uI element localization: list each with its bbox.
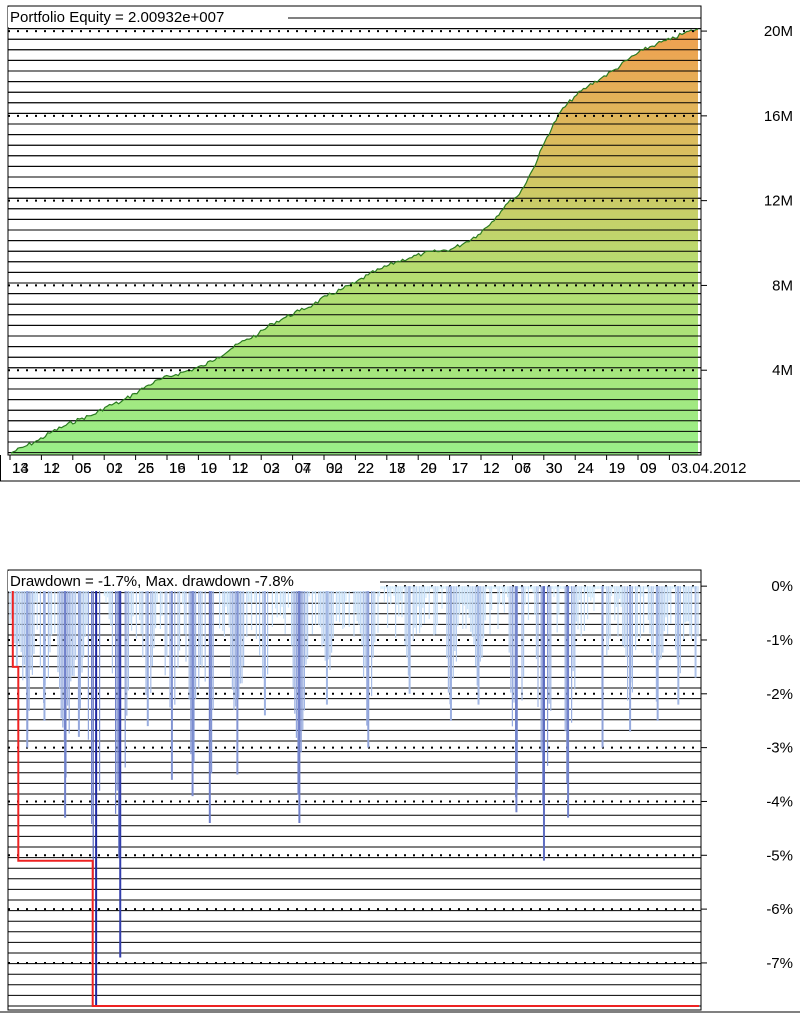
x-tick-label-overlap: 25 bbox=[138, 460, 155, 477]
equity-area bbox=[11, 29, 698, 455]
y-tick-label: 16M bbox=[764, 108, 793, 125]
drawdown-gridlines bbox=[8, 581, 701, 1007]
x-tick-label: 17 bbox=[452, 460, 469, 477]
x-tick-label-overlap: 09 bbox=[640, 460, 657, 477]
y-tick-label: -5% bbox=[766, 847, 793, 864]
equity-title-bg bbox=[8, 7, 288, 27]
x-tick-label: 02 bbox=[106, 460, 123, 477]
x-tick-label-overlap: 11 bbox=[43, 460, 59, 477]
x-tick-label-overlap: 14 bbox=[12, 460, 29, 477]
x-tick-label: 09 bbox=[640, 460, 657, 477]
x-tick-label: 20 bbox=[420, 460, 437, 477]
drawdown-panel: Drawdown = -1.7%, Max. drawdown -7.8% 0%… bbox=[0, 569, 800, 1013]
drawdown-y-axis: 0% -1% -2% -3% -4% -5% -6% -7% bbox=[701, 578, 793, 972]
x-tick-label: 02 bbox=[263, 460, 280, 477]
x-tick-label-overlap: 19 bbox=[609, 460, 626, 477]
y-tick-label: 4M bbox=[772, 362, 793, 379]
x-tick-label: 12 bbox=[232, 460, 249, 477]
y-tick-label: -3% bbox=[766, 740, 793, 757]
drawdown-title: Drawdown = -1.7%, Max. drawdown -7.8% bbox=[10, 573, 294, 590]
y-tick-label: 12M bbox=[764, 193, 793, 210]
x-tick-label: 07 bbox=[295, 460, 312, 477]
x-tick-label: 18 bbox=[389, 460, 406, 477]
x-tick-label-overlap: 19 bbox=[169, 460, 186, 477]
x-tick-label-overlap: 22 bbox=[357, 460, 374, 477]
x-tick-label-overlap: 03 bbox=[263, 460, 280, 477]
x-tick-label: 19 bbox=[609, 460, 626, 477]
equity-major-dotted-lines bbox=[8, 30, 701, 372]
x-tick-label-overlap: 04 bbox=[295, 460, 312, 477]
equity-title: Portfolio Equity = 2.00932e+007 bbox=[10, 9, 224, 26]
x-tick-label-overlap: 24 bbox=[577, 460, 594, 477]
y-tick-label: -1% bbox=[766, 632, 793, 649]
y-tick-label: -6% bbox=[766, 901, 793, 918]
drawdown-title-bg bbox=[8, 571, 380, 591]
equity-panel: Portfolio Equity = 2.00932e+007 4M 8M 12M 1… bbox=[0, 5, 800, 482]
drawdown-plot-frame bbox=[7, 569, 702, 1011]
y-tick-label: 0% bbox=[771, 578, 793, 595]
x-tick-label: 26 bbox=[138, 460, 155, 477]
y-tick-label: -2% bbox=[766, 686, 793, 703]
max-drawdown-line bbox=[10, 585, 699, 1007]
x-tick-label-overlap: 17 bbox=[389, 460, 406, 477]
x-tick-label: 13 bbox=[12, 460, 29, 477]
x-tick-label-overlap: 19 bbox=[200, 460, 217, 477]
drawdown-bars bbox=[9, 586, 699, 1006]
x-tick-label-overlap: 30 bbox=[326, 460, 343, 477]
y-tick-label: -7% bbox=[766, 955, 793, 972]
y-tick-label: 8M bbox=[772, 277, 793, 294]
x-tick-label-overlap: 12 bbox=[483, 460, 500, 477]
x-tick-label: 02 bbox=[326, 460, 343, 477]
x-tick-label-overlap: 01 bbox=[106, 460, 123, 477]
equity-y-axis: 4M 8M 12M 16M 20M bbox=[701, 23, 793, 379]
x-tick-label-overlap: 17 bbox=[452, 460, 469, 477]
y-tick-label: 20M bbox=[764, 23, 793, 40]
x-tick-label: 03.04.2012 bbox=[671, 460, 746, 477]
x-tick-label: 30 bbox=[546, 460, 563, 477]
y-tick-label: -4% bbox=[766, 793, 793, 810]
x-tick-label-overlap: 07 bbox=[514, 460, 531, 477]
x-tick-label: 10 bbox=[200, 460, 217, 477]
x-tick-label: 24 bbox=[577, 460, 594, 477]
x-tick-label-overlap: 05 bbox=[75, 460, 92, 477]
x-tick-label-overlap: 11 bbox=[232, 460, 248, 477]
x-tick-label-overlap: 29 bbox=[420, 460, 437, 477]
x-tick-label: 12 bbox=[43, 460, 60, 477]
x-tick-label: 06 bbox=[514, 460, 531, 477]
x-tick-label: 12 bbox=[483, 460, 500, 477]
equity-line bbox=[10, 28, 699, 454]
x-tick-label: 16 bbox=[169, 460, 186, 477]
x-tick-label-overlap: 30 bbox=[546, 460, 563, 477]
x-tick-label: 22 bbox=[357, 460, 374, 477]
x-tick-label: 06 bbox=[75, 460, 92, 477]
